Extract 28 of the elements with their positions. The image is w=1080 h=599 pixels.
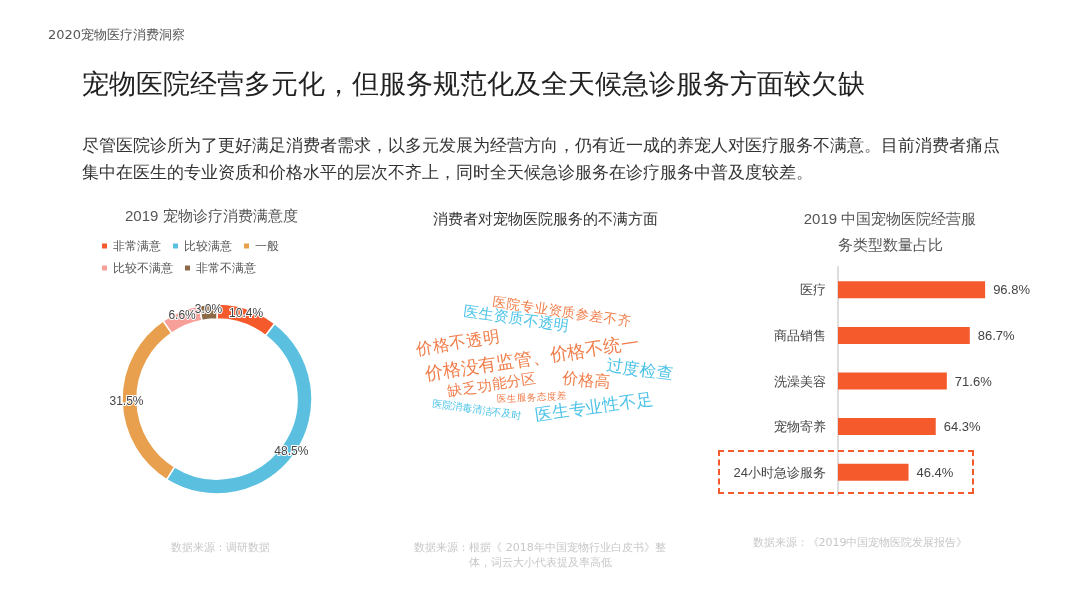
y-tick-label: 24小时急诊服务: [733, 464, 826, 480]
bar: [838, 326, 970, 344]
legend-label: 非常满意: [113, 239, 161, 253]
y-tick-label: 商品销售: [774, 327, 826, 343]
chart-title: 2019 中国宠物医院经营服务类型数量占比: [803, 209, 977, 253]
y-tick-label: 洗澡美容: [774, 373, 826, 389]
bar: [838, 418, 936, 436]
chart-title: 2019 宠物诊疗消费满意度: [125, 207, 298, 224]
bar: [838, 372, 947, 390]
data-label: 86.7%: [977, 327, 1016, 343]
text: 尽管医院诊所为了更好满足消费者需求，以多元发展为经营方向，仍有近一成的养宠人对医疗服务不满意。目前消费者痛点集中在医生的专业资质和价格水平的层次不齐上，同时全天候急诊服务在诊疗服务中普及度较差。: [82, 134, 1001, 184]
y-tick-label: 宠物寄养: [774, 419, 826, 435]
data-label: 48.5%: [274, 443, 309, 458]
legend-label: 比较满意: [184, 239, 232, 253]
legend-label: 一般: [255, 239, 279, 253]
text: 宠物医院经营多元化，但服务规范化及全天候急诊服务方面较欠缺: [82, 67, 865, 101]
text: 消费者对宠物医院服务的不满方面: [431, 210, 659, 229]
data-label: 46.4%: [916, 464, 954, 480]
data-label: 6.6%: [168, 308, 197, 323]
data-label: 96.8%: [993, 282, 1031, 298]
legend-label: 比较不满意: [113, 261, 173, 275]
data-label: 64.3%: [943, 419, 982, 435]
text: 2020宠物医疗消费洞察: [48, 26, 186, 44]
legend-label: 非常不满意: [196, 261, 256, 275]
bar: [838, 281, 986, 299]
y-tick-label: 医疗: [800, 282, 826, 298]
bar: [838, 463, 909, 481]
data-label: 71.6%: [954, 373, 993, 389]
